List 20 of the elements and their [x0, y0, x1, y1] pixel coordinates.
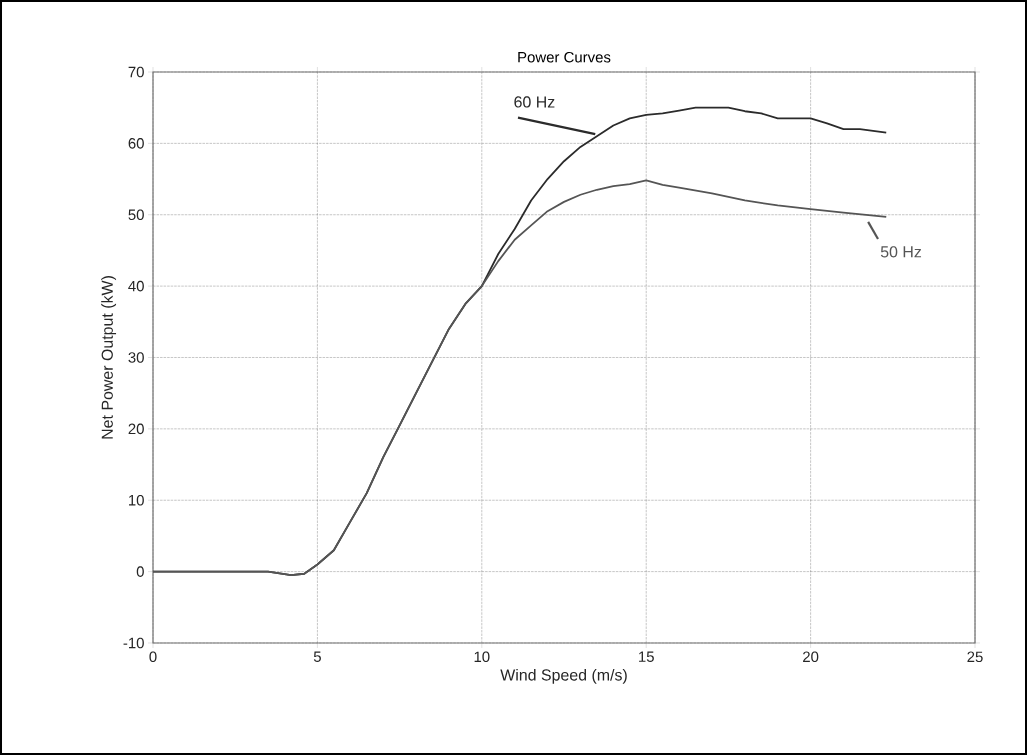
y-tick-label: 70	[128, 66, 144, 78]
y-tick-label: 30	[128, 352, 144, 363]
x-tick-label: 25	[967, 651, 983, 663]
y-tick-label: 40	[128, 280, 144, 292]
y-tick-label: 0	[136, 566, 144, 577]
y-tick-label: 60	[128, 138, 144, 149]
legend-label: 50 Hz	[880, 246, 922, 258]
x-tick-label: 15	[639, 651, 654, 662]
x-axis-title: Wind Speed (m/s)	[500, 668, 627, 684]
chart-title: Power Curves	[518, 51, 611, 63]
y-tick-label: 10	[129, 494, 144, 506]
x-tick-label: 10	[474, 651, 490, 663]
x-tick-label: 0	[149, 651, 157, 663]
y-tick-label: -10	[123, 637, 144, 649]
x-tick-label: 20	[803, 651, 819, 663]
y-axis-title: Net Power Output (kW)	[101, 276, 117, 439]
y-tick-label: 20	[128, 423, 144, 435]
y-tick-label: 50	[128, 209, 144, 221]
text: 60 Hz	[514, 96, 555, 108]
x-tick-label: 5	[313, 651, 321, 662]
